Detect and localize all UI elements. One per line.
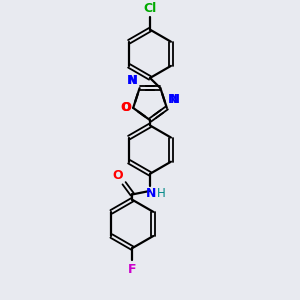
Text: N: N	[127, 74, 137, 87]
Text: F: F	[128, 262, 136, 276]
Text: H: H	[158, 187, 166, 200]
Text: N: N	[128, 74, 138, 87]
Text: N: N	[146, 187, 156, 200]
Text: O: O	[112, 169, 123, 182]
Text: O: O	[120, 101, 130, 114]
Circle shape	[145, 115, 155, 125]
Text: N: N	[170, 93, 180, 106]
Circle shape	[161, 103, 172, 113]
Text: O: O	[122, 101, 132, 114]
Text: N: N	[168, 93, 178, 106]
Circle shape	[128, 103, 139, 113]
Text: Cl: Cl	[143, 2, 157, 15]
Circle shape	[155, 83, 166, 93]
Circle shape	[134, 83, 145, 93]
